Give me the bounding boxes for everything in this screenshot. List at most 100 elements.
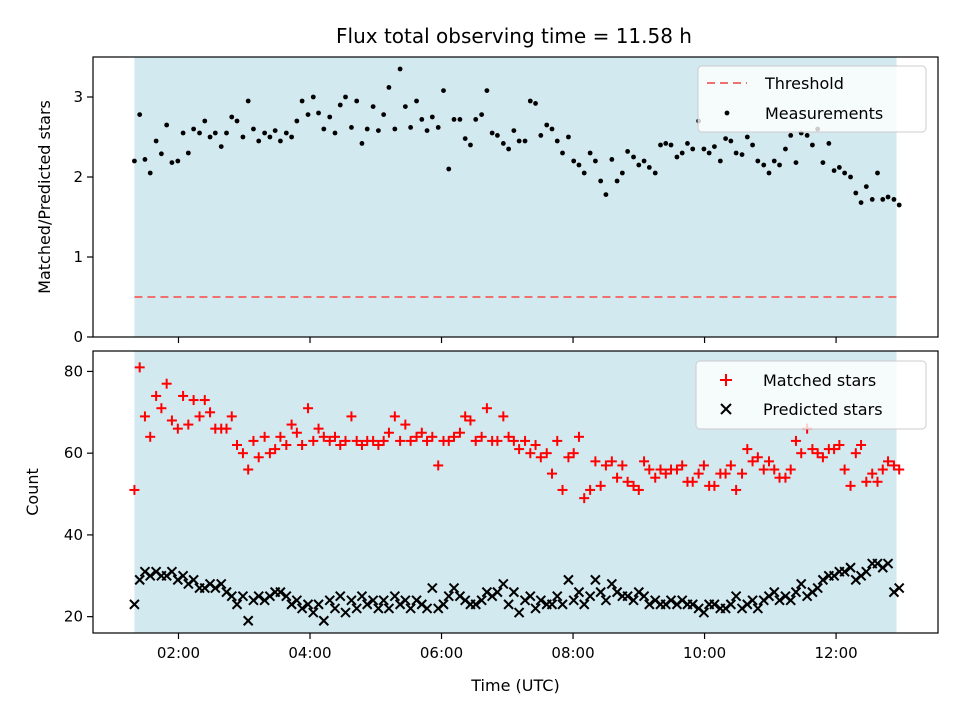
matched-star-point	[340, 435, 351, 446]
matched-star-point	[829, 444, 840, 455]
measurement-point	[147, 170, 153, 176]
predicted-star-point	[166, 566, 178, 577]
y-tick-label: 80	[64, 362, 83, 380]
predicted-star-point	[785, 595, 796, 606]
predicted-star-point	[405, 603, 416, 614]
matched-star-point	[698, 460, 709, 471]
x-tick-label: 02:00	[157, 644, 200, 662]
measurement-point	[397, 66, 403, 72]
matched-star-point	[476, 431, 487, 442]
matched-star-point	[318, 431, 329, 442]
measurement-point	[370, 104, 376, 109]
matched-star-point	[264, 448, 275, 459]
measurement-point	[158, 151, 164, 157]
matched-star-point	[161, 378, 172, 389]
measurement-point	[169, 160, 175, 166]
matched-star-point	[324, 435, 335, 446]
measurement-point	[359, 141, 365, 146]
matched-star-point	[785, 464, 796, 475]
measurement-point	[479, 112, 485, 117]
predicted-star-point	[790, 586, 802, 598]
measurement-point	[625, 149, 631, 154]
matched-star-point	[498, 411, 509, 422]
legend-matched-label: Matched stars	[763, 371, 876, 390]
matched-star-point	[395, 435, 406, 446]
measurement-point	[777, 162, 782, 168]
measurement-point	[364, 126, 370, 132]
matched-star-point	[639, 456, 650, 467]
matched-star-point	[259, 431, 270, 442]
predicted-star-point	[427, 582, 438, 594]
legend-predicted-swatch	[720, 403, 732, 415]
x-axis-label: Time (UTC)	[470, 676, 559, 695]
measurement-point	[375, 128, 381, 134]
matched-star-point	[508, 435, 519, 446]
predicted-star-point	[145, 570, 156, 581]
matched-star-point	[188, 395, 199, 406]
predicted-star-point	[231, 599, 243, 610]
matched-star-point	[422, 435, 433, 446]
predicted-star-point	[329, 603, 341, 614]
measurement-point	[305, 112, 311, 117]
matched-star-point	[253, 452, 264, 463]
measurement-point	[272, 128, 278, 134]
matched-star-point	[780, 472, 791, 483]
measurement-point	[218, 144, 224, 150]
matched-star-point	[557, 484, 568, 495]
measurement-point	[598, 178, 604, 184]
predicted-star-point	[584, 591, 596, 602]
measurement-point	[153, 138, 159, 144]
matched-star-point	[297, 440, 308, 450]
matched-star-point	[243, 464, 254, 475]
measurement-point	[419, 117, 425, 122]
measurement-point	[321, 126, 327, 132]
measurement-point	[853, 190, 859, 196]
measurement-point	[723, 136, 728, 142]
top-legend: Threshold Measurements	[697, 65, 927, 133]
matched-star-point	[465, 415, 476, 426]
measurement-point	[262, 130, 268, 136]
predicted-star-point	[861, 566, 872, 577]
matched-star-point	[237, 448, 248, 459]
matched-star-point	[308, 435, 319, 446]
predicted-star-point	[817, 574, 829, 586]
matched-star-point	[883, 456, 894, 467]
predicted-star-point	[470, 599, 481, 610]
y-tick-label: 3	[73, 88, 83, 106]
legend-measurements-swatch	[724, 110, 730, 116]
measurement-point	[788, 133, 794, 138]
bottom-y-axis-label: Count	[23, 468, 42, 516]
matched-star-point	[286, 419, 297, 430]
measurement-point	[728, 138, 734, 144]
measurement-point	[283, 130, 289, 136]
measurement-point	[631, 154, 636, 160]
predicted-star-point	[389, 591, 401, 602]
predicted-star-point	[275, 586, 286, 598]
measurement-point	[289, 134, 294, 140]
measurement-point	[386, 85, 392, 90]
matched-star-point	[129, 484, 140, 495]
matched-star-point	[433, 460, 444, 471]
measurement-point	[848, 174, 853, 180]
matched-star-point	[481, 403, 492, 414]
matched-star-point	[356, 440, 367, 450]
matched-star-point	[443, 435, 454, 446]
matched-star-point	[232, 440, 243, 450]
matched-star-point	[525, 448, 536, 459]
matched-stars-points	[129, 362, 905, 504]
measurement-point	[185, 150, 191, 156]
measurement-point	[831, 168, 837, 174]
matched-star-point	[346, 411, 357, 422]
measurement-point	[132, 158, 137, 164]
measurement-point	[766, 170, 772, 176]
measurement-point	[316, 110, 321, 116]
predicted-star-point	[568, 595, 579, 606]
measurement-point	[761, 162, 767, 168]
predicted-star-point	[362, 599, 373, 610]
measurement-point	[804, 133, 810, 138]
measurement-point	[826, 141, 832, 146]
predicted-star-point	[839, 566, 850, 577]
predicted-star-point	[134, 574, 145, 586]
matched-star-point	[617, 460, 628, 471]
predicted-star-point	[638, 591, 650, 602]
